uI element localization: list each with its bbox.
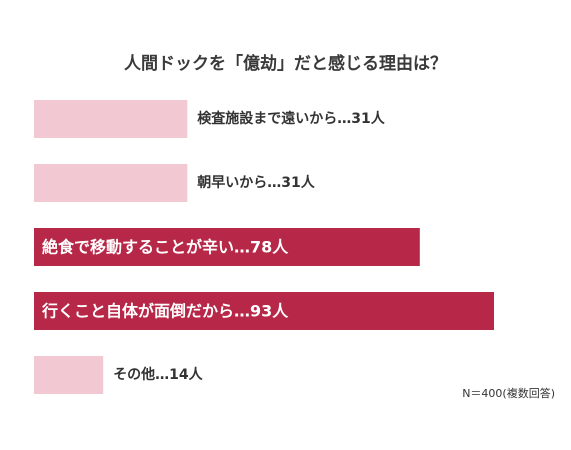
bar-3 bbox=[34, 228, 420, 266]
bar-5 bbox=[34, 356, 104, 394]
bar-label-1: 検査施設まで遠いから…31人 bbox=[197, 110, 385, 127]
bar-1 bbox=[34, 100, 188, 138]
bar-2 bbox=[34, 164, 188, 202]
bar-label-2: 朝早いから…31人 bbox=[197, 174, 315, 191]
bar-label-4: 行くこと自体が面倒だから…93人 bbox=[41, 302, 289, 321]
bar-label-3: 絶食で移動することが辛い…78人 bbox=[42, 238, 289, 257]
bar-label-5: その他…14人 bbox=[113, 366, 203, 383]
bar-4 bbox=[34, 292, 494, 330]
bars-group bbox=[34, 100, 494, 394]
labels-group: 検査施設まで遠いから…31人朝早いから…31人絶食で移動することが辛い…78人行… bbox=[41, 110, 386, 383]
sample-note: N＝400(複数回答) bbox=[462, 386, 555, 400]
chart-title: 人間ドックを「億劫」だと感じる理由は？ bbox=[124, 53, 447, 74]
